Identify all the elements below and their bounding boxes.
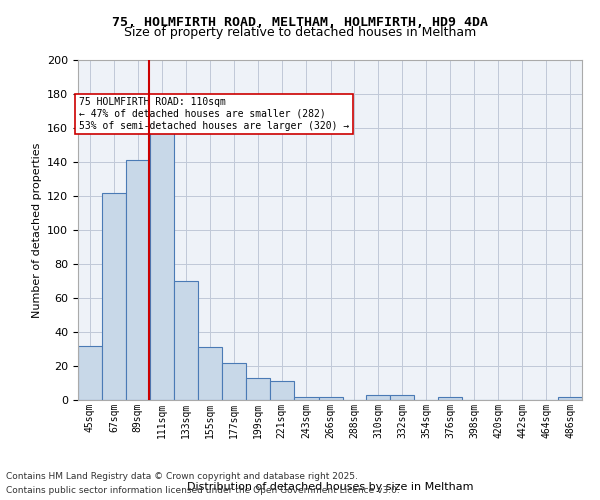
Bar (102, 192, 126, 400)
Bar (221, 362, 245, 400)
Bar (198, 348, 221, 400)
Y-axis label: Number of detached properties: Number of detached properties (32, 142, 41, 318)
Bar (367, 395, 391, 400)
Bar (319, 396, 343, 400)
Bar (150, 133, 174, 400)
Bar (126, 160, 150, 400)
X-axis label: Distribution of detached houses by size in Meltham: Distribution of detached houses by size … (187, 482, 473, 492)
Bar (245, 378, 269, 400)
Bar (293, 396, 319, 400)
Text: 75 HOLMFIRTH ROAD: 110sqm
← 47% of detached houses are smaller (282)
53% of semi: 75 HOLMFIRTH ROAD: 110sqm ← 47% of detac… (79, 98, 349, 130)
Bar (174, 281, 198, 400)
Text: Size of property relative to detached houses in Meltham: Size of property relative to detached ho… (124, 26, 476, 39)
Bar (269, 382, 293, 400)
Text: 75, HOLMFIRTH ROAD, MELTHAM, HOLMFIRTH, HD9 4DA: 75, HOLMFIRTH ROAD, MELTHAM, HOLMFIRTH, … (112, 16, 488, 29)
Bar (78, 346, 102, 400)
Text: Contains public sector information licensed under the Open Government Licence v3: Contains public sector information licen… (6, 486, 400, 495)
Text: Contains HM Land Registry data © Crown copyright and database right 2025.: Contains HM Land Registry data © Crown c… (6, 472, 358, 481)
Bar (391, 395, 415, 400)
Bar (558, 396, 582, 400)
Bar (439, 396, 462, 400)
